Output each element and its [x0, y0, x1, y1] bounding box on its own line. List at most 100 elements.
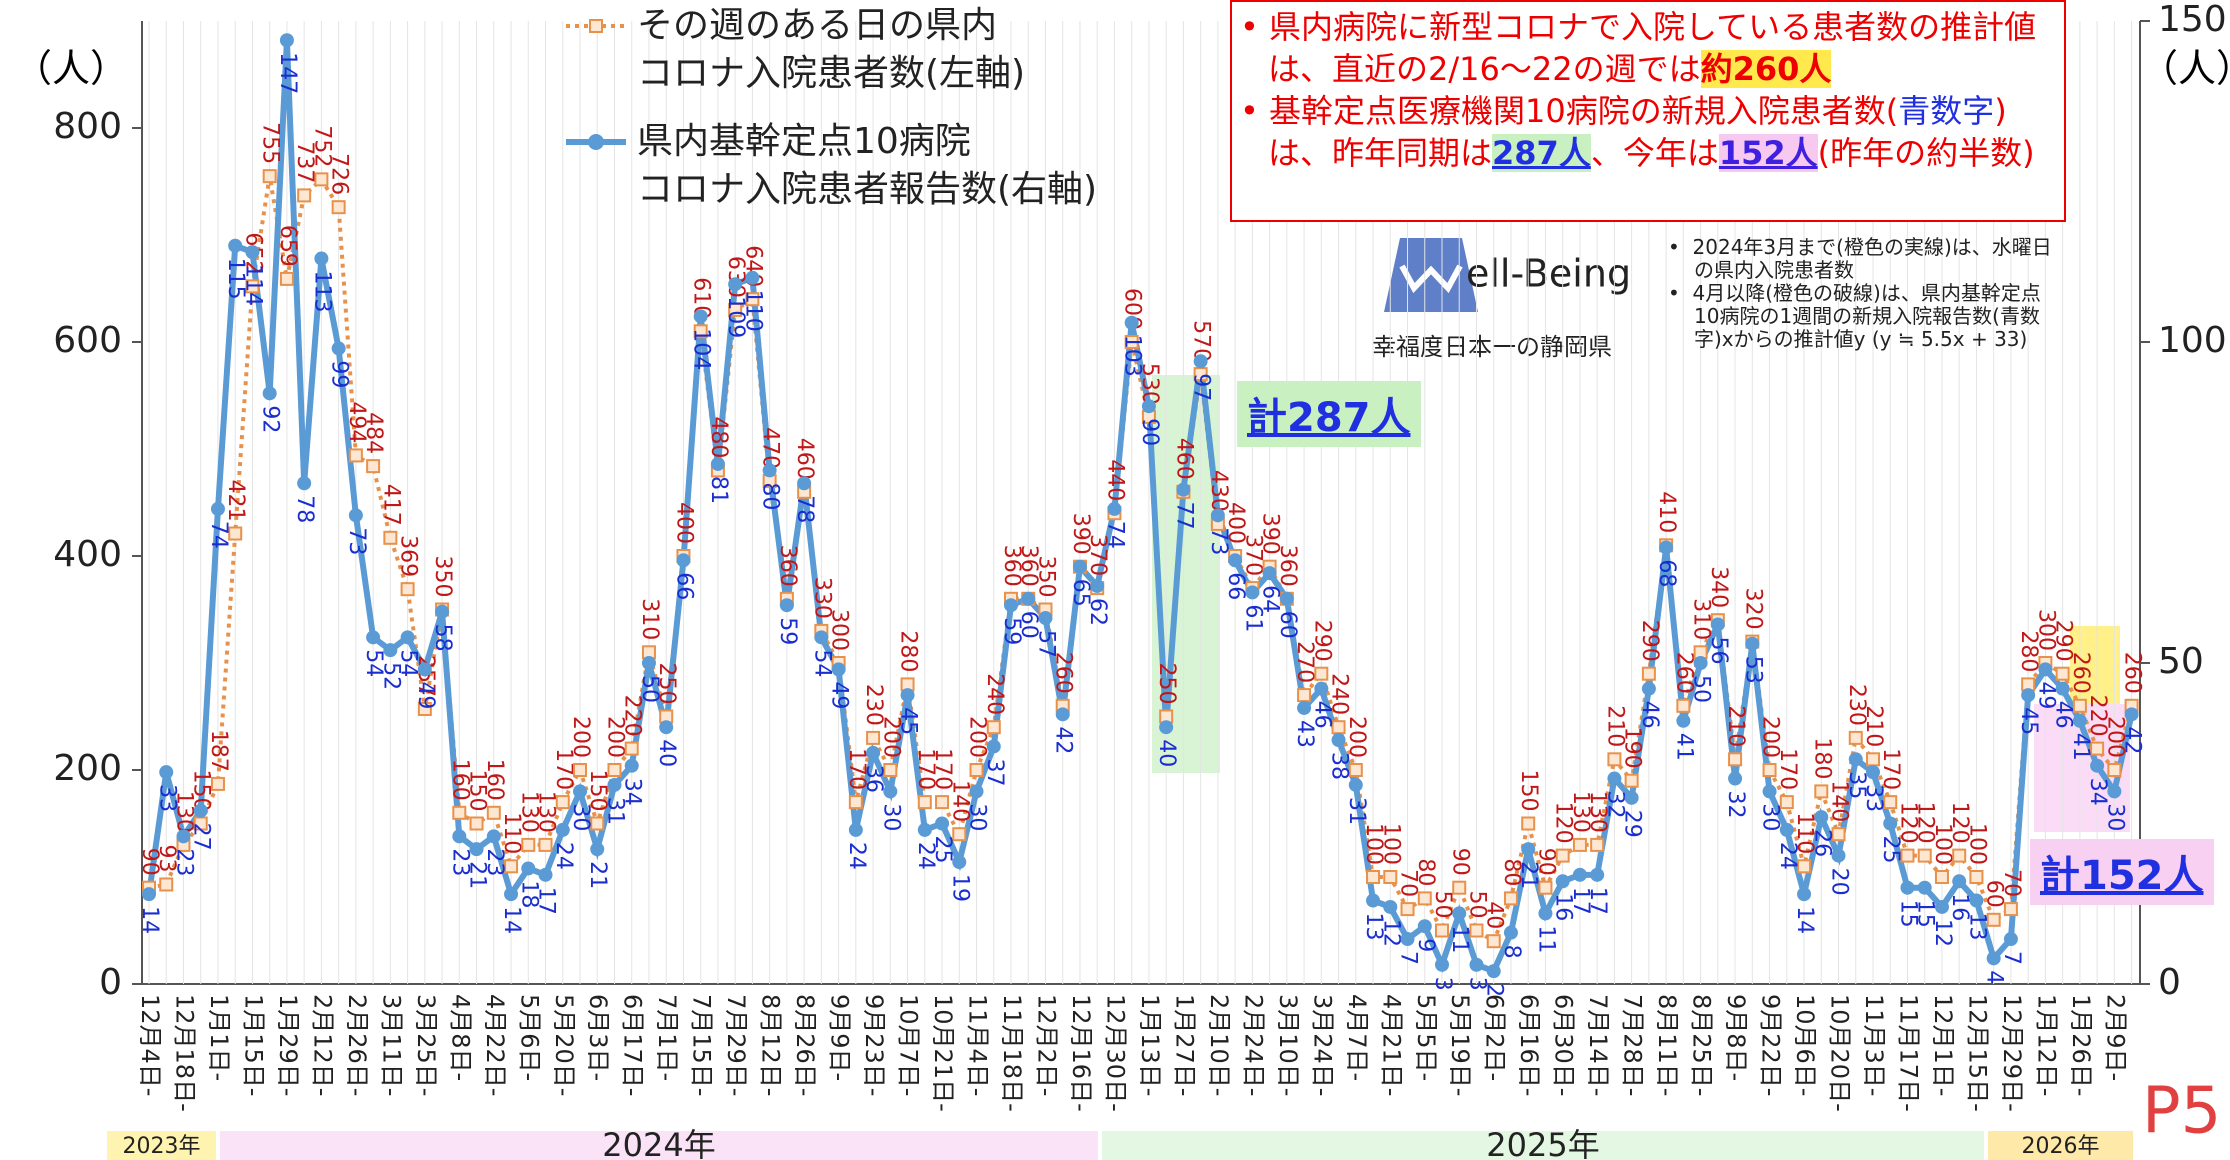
point: [1124, 315, 1139, 330]
point: [1797, 859, 1812, 874]
point: [1969, 870, 1984, 884]
data-label: 60: [1982, 880, 2007, 908]
data-label: 43: [1292, 720, 1317, 748]
x-tick-label: 6月30日-: [1550, 994, 1578, 1096]
x-tick-label: 7月1日-: [653, 994, 681, 1081]
data-label: 3: [1464, 977, 1489, 991]
series-line: [148, 175, 2134, 945]
data-label: 65: [1068, 579, 1093, 607]
point: [641, 656, 656, 670]
point: [1555, 874, 1570, 889]
data-label: 290: [1309, 620, 1334, 662]
data-label: 80: [758, 482, 783, 510]
point: [2124, 707, 2139, 722]
point: [262, 386, 277, 401]
data-label: 160: [482, 759, 507, 801]
data-label: 97: [1189, 373, 1214, 401]
data-label: 93: [154, 844, 179, 872]
point: [1969, 893, 1984, 908]
data-label: 110: [740, 290, 765, 332]
data-label: 140: [947, 780, 972, 822]
point: [848, 795, 863, 810]
data-label: 29: [1620, 810, 1645, 838]
point: [969, 763, 984, 777]
point: [1883, 795, 1898, 810]
data-label: 100: [1964, 823, 1989, 865]
data-label: 27: [189, 823, 214, 851]
point: [2038, 662, 2053, 677]
data-label: 170: [844, 748, 869, 790]
data-label: 70: [1999, 869, 2024, 897]
data-label: 170: [1878, 748, 1903, 790]
x-tick-label: 2月24日-: [1239, 994, 1267, 1096]
point: [504, 887, 519, 902]
data-label: 13: [1964, 913, 1989, 941]
point: [2107, 763, 2122, 777]
point: [1779, 795, 1794, 810]
data-label: 470: [758, 427, 783, 469]
point: [469, 842, 484, 857]
point: [693, 309, 708, 324]
point: [1538, 906, 1553, 921]
data-label: 11: [1533, 925, 1558, 953]
point: [1555, 848, 1570, 863]
y2-tick-label: 0: [2158, 962, 2181, 1003]
data-label: 250: [654, 663, 679, 705]
x-tick-label: 7月29日-: [722, 994, 750, 1096]
point: [1400, 932, 1415, 947]
data-label: 80: [1499, 858, 1524, 886]
callout-item: • 基幹定点医療機関10病院の新規入院患者数(青数字)は、昨年同期は287人、今…: [1240, 92, 2035, 172]
year-label: 2025年: [1486, 1126, 1599, 1160]
data-label: 659: [275, 225, 300, 267]
callout-text: 基幹定点医療機関10病院の新規入院患者数(: [1269, 92, 1899, 130]
data-label: 49: [413, 681, 438, 709]
x-tick-label: 3月25日-: [412, 994, 440, 1096]
data-label: 290: [2051, 620, 2076, 662]
data-label: 240: [982, 673, 1007, 715]
page-number: P5: [2142, 1075, 2221, 1149]
y-tick-label: 600: [53, 320, 122, 361]
data-label: 60: [1275, 611, 1300, 639]
data-label: 33: [154, 784, 179, 812]
point: [348, 508, 363, 523]
data-label: 115: [223, 258, 248, 300]
point: [693, 324, 708, 339]
point: [1055, 707, 1070, 722]
data-label: 50: [637, 675, 662, 703]
data-label: 13: [1361, 913, 1386, 941]
data-label: 290: [1637, 620, 1662, 662]
callout-highlight: 152人: [1718, 134, 1818, 172]
data-label: 21: [465, 861, 490, 889]
point: [952, 855, 967, 870]
x-tick-label: 12月2日-: [1032, 994, 1060, 1096]
y-tick-label: 800: [53, 106, 122, 147]
point: [1469, 923, 1484, 938]
data-label: 56: [1706, 636, 1731, 664]
x-tick-label: 3月10日-: [1274, 994, 1302, 1096]
x-tick-label: 10月6日-: [1791, 994, 1819, 1096]
data-label: 150: [585, 770, 610, 812]
data-label: 114: [240, 264, 265, 306]
highlight-260: [2070, 626, 2120, 704]
data-label: 25: [1878, 836, 1903, 864]
data-label: 270: [1292, 641, 1317, 683]
data-label: 24: [551, 842, 576, 870]
point: [555, 795, 570, 810]
note-text: 2024年3月まで(橙色の実線)は、水曜日の県内入院患者数: [1692, 235, 2052, 282]
data-label: 41: [1671, 733, 1696, 761]
data-label: 310: [1689, 598, 1714, 640]
point: [1348, 763, 1363, 777]
data-label: 330: [809, 577, 834, 619]
data-label: 74: [206, 521, 231, 549]
data-label: 15: [1913, 900, 1938, 928]
point: [210, 501, 225, 516]
point: [1831, 848, 1846, 863]
data-label: 36: [861, 765, 886, 793]
point: [1693, 656, 1708, 670]
data-label: 280: [2016, 630, 2041, 672]
point: [452, 829, 467, 844]
data-label: 23: [482, 848, 507, 876]
point: [1521, 842, 1536, 857]
point: [417, 702, 432, 717]
